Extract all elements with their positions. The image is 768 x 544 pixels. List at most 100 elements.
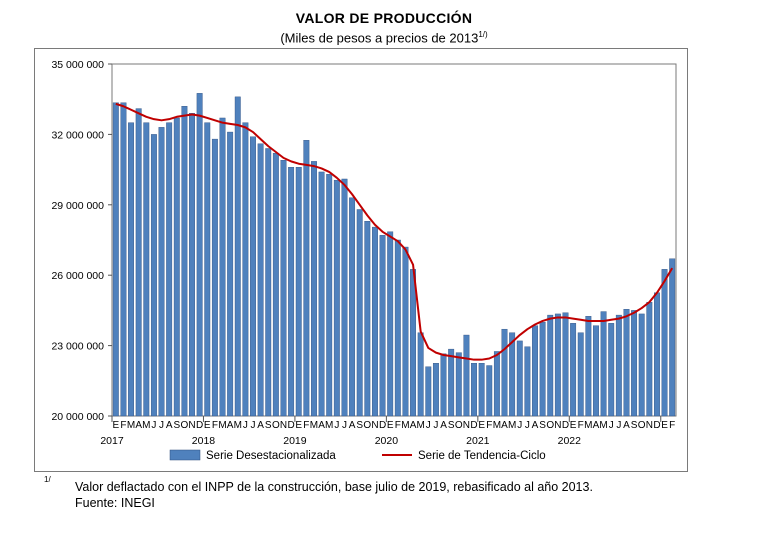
bar <box>463 334 470 417</box>
bar <box>112 102 119 417</box>
x-month-label: E <box>204 420 211 431</box>
x-month-label: F <box>212 420 218 431</box>
bar <box>318 171 325 417</box>
x-month-label: S <box>356 420 363 431</box>
legend-bar-swatch <box>169 449 201 461</box>
x-month-label: N <box>188 420 195 431</box>
bar <box>669 258 676 417</box>
bar <box>135 108 142 417</box>
x-month-label: A <box>501 420 508 431</box>
bar <box>265 148 272 417</box>
bar <box>181 106 188 417</box>
x-month-label: J <box>525 420 530 431</box>
x-month-label: O <box>363 420 371 431</box>
bar <box>333 179 340 417</box>
bar <box>349 197 356 417</box>
x-year-label: 2019 <box>283 435 307 447</box>
bar <box>234 96 241 417</box>
x-month-label: A <box>318 420 325 431</box>
x-month-label: N <box>463 420 470 431</box>
bar <box>341 178 348 417</box>
chart-frame <box>34 48 688 472</box>
source-text: Fuente: INEGI <box>75 496 155 510</box>
x-year-label: 2018 <box>192 435 216 447</box>
x-month-label: M <box>508 420 516 431</box>
y-tick-label: 29 000 000 <box>51 200 104 212</box>
bar <box>211 138 218 417</box>
x-month-label: A <box>440 420 447 431</box>
bar <box>364 221 371 417</box>
x-month-label: J <box>251 420 256 431</box>
x-month-label: M <box>584 420 592 431</box>
bar <box>288 167 295 417</box>
bar <box>593 325 599 417</box>
bar <box>471 363 477 417</box>
bar <box>196 93 203 417</box>
x-month-label: M <box>417 420 425 431</box>
x-month-label: S <box>448 420 455 431</box>
x-month-label: N <box>280 420 287 431</box>
x-month-label: E <box>478 420 485 431</box>
y-tick-label: 35 000 000 <box>51 59 104 71</box>
x-year-label: 2022 <box>558 435 582 447</box>
bar <box>532 325 538 417</box>
x-month-label: D <box>653 420 660 431</box>
bar <box>524 346 531 417</box>
x-month-label: J <box>334 420 339 431</box>
y-tick-label: 26 000 000 <box>51 270 104 282</box>
bar <box>120 102 127 417</box>
x-month-label: A <box>593 420 600 431</box>
bar <box>394 239 401 417</box>
x-month-label: J <box>151 420 156 431</box>
x-month-label: E <box>661 420 668 431</box>
x-month-label: F <box>486 420 492 431</box>
x-month-label: A <box>349 420 356 431</box>
x-month-label: F <box>303 420 309 431</box>
x-month-label: S <box>631 420 638 431</box>
bar <box>600 311 607 417</box>
bar <box>204 122 211 417</box>
x-month-label: O <box>546 420 554 431</box>
bar <box>486 365 493 417</box>
bar <box>547 314 554 417</box>
x-month-label: F <box>120 420 126 431</box>
chart-title: VALOR DE PRODUCCIÓN <box>295 10 473 26</box>
bar <box>615 314 622 417</box>
bar <box>242 122 249 417</box>
bar <box>143 122 150 417</box>
bar <box>219 117 226 417</box>
x-month-label: J <box>243 420 248 431</box>
bar <box>295 167 302 417</box>
x-month-label: D <box>562 420 569 431</box>
bar <box>478 363 485 417</box>
x-month-label: E <box>112 420 119 431</box>
bar <box>631 310 638 417</box>
x-month-label: J <box>433 420 438 431</box>
footnote-text: Valor deflactado con el INPP de la const… <box>75 480 593 494</box>
bar <box>356 209 363 417</box>
y-tick-label: 32 000 000 <box>51 129 104 141</box>
x-month-label: J <box>517 420 522 431</box>
bar <box>432 363 439 417</box>
x-month-label: J <box>426 420 431 431</box>
bar <box>387 231 394 417</box>
x-month-label: M <box>599 420 607 431</box>
x-month-label: D <box>470 420 477 431</box>
legend-label-bars: Serie Desestacionalizada <box>206 450 336 462</box>
x-month-label: A <box>257 420 264 431</box>
x-month-label: E <box>570 420 577 431</box>
plot-area-border <box>111 63 677 417</box>
x-month-label: A <box>532 420 539 431</box>
bar <box>272 152 279 417</box>
bar <box>539 321 546 417</box>
bar <box>173 117 180 417</box>
bar <box>311 161 317 417</box>
bar <box>509 332 516 417</box>
bar <box>661 269 668 417</box>
x-month-label: M <box>218 420 226 431</box>
bar <box>250 136 256 417</box>
x-month-label: A <box>135 420 142 431</box>
bar <box>158 127 165 417</box>
bar <box>280 160 287 417</box>
x-month-label: J <box>342 420 347 431</box>
